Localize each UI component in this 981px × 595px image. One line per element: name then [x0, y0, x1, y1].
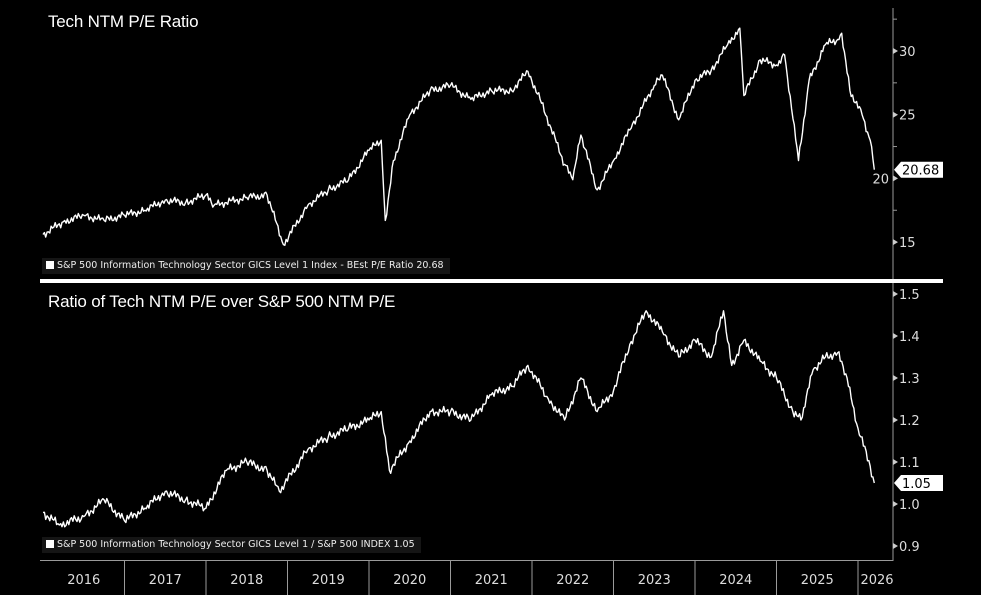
bottom-legend-label: S&P 500 Information Technology Sector GI… [57, 539, 415, 550]
x-tick-label: 2020 [393, 573, 426, 588]
y-tick-mark [893, 543, 898, 549]
y-tick-label: 30 [899, 45, 916, 60]
y-tick-label: 0.9 [899, 540, 920, 555]
y-tick-label: 1.5 [899, 288, 920, 303]
x-tick-label: 2017 [149, 573, 182, 588]
y-tick-label: 1.2 [899, 414, 920, 429]
series-line-pe-ratio [42, 27, 875, 247]
bottom-chart-title: Ratio of Tech NTM P/E over S&P 500 NTM P… [48, 292, 396, 311]
legend-swatch [46, 261, 54, 269]
x-tick-label: 2025 [801, 573, 834, 588]
last-value-tag [894, 161, 943, 178]
y-tick-mark [893, 375, 898, 381]
y-tick-mark [893, 175, 898, 182]
y-tick-mark [893, 417, 898, 423]
top-chart-title: Tech NTM P/E Ratio [48, 12, 199, 31]
y-tick-label: 15 [899, 236, 916, 251]
y-tick-mark [893, 111, 898, 118]
y-tick-mark [893, 333, 898, 339]
y-tick-label: 1.3 [899, 372, 920, 387]
x-tick-label: 2024 [719, 573, 752, 588]
top-legend-label: S&P 500 Information Technology Sector GI… [57, 260, 444, 271]
y-tick-label: 1.4 [899, 330, 920, 345]
y-tick-mark [893, 48, 898, 54]
series-line-relative-ratio [42, 310, 875, 528]
x-tick-label: 2018 [230, 573, 263, 588]
y-tick-mark [893, 501, 898, 507]
last-value-label: 1.05 [902, 477, 931, 492]
legend-swatch [46, 540, 54, 548]
y-tick-label: 1.1 [899, 456, 920, 471]
top-legend: S&P 500 Information Technology Sector GI… [42, 258, 450, 274]
last-value-tag [894, 475, 943, 491]
last-value-label: 20.68 [902, 164, 939, 179]
y-tick-mark [893, 291, 898, 297]
x-tick-label: 2019 [312, 573, 345, 588]
x-tick-label: 2026 [860, 573, 893, 588]
x-tick-label: 2022 [556, 573, 589, 588]
y-tick-mark [893, 239, 898, 246]
x-tick-label: 2016 [67, 573, 100, 588]
bottom-legend: S&P 500 Information Technology Sector GI… [42, 537, 421, 553]
y-tick-label: 25 [899, 109, 916, 124]
y-tick-label: 1.0 [899, 498, 920, 513]
y-tick-label: 20 [872, 172, 889, 187]
y-tick-mark [893, 459, 898, 465]
x-tick-label: 2023 [638, 573, 671, 588]
x-tick-label: 2021 [475, 573, 508, 588]
